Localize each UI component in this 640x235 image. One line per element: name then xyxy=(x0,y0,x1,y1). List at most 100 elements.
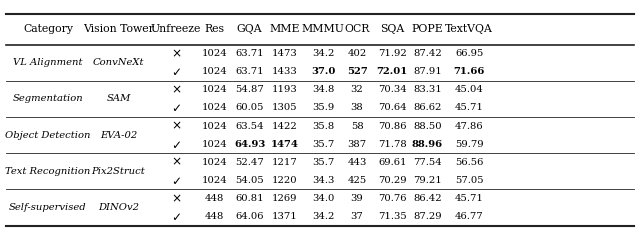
Text: $\times$: $\times$ xyxy=(171,47,181,60)
Text: 1371: 1371 xyxy=(272,212,298,221)
Text: 34.3: 34.3 xyxy=(312,176,334,185)
Text: 1024: 1024 xyxy=(202,103,227,113)
Text: 70.34: 70.34 xyxy=(378,85,406,94)
Text: 34.8: 34.8 xyxy=(312,85,334,94)
Text: 448: 448 xyxy=(205,212,224,221)
Text: 54.05: 54.05 xyxy=(236,176,264,185)
Text: 87.42: 87.42 xyxy=(413,49,442,58)
Text: 443: 443 xyxy=(348,158,367,167)
Text: 87.91: 87.91 xyxy=(413,67,442,76)
Text: 39: 39 xyxy=(351,194,364,203)
Text: 57.05: 57.05 xyxy=(455,176,483,185)
Text: DINOv2: DINOv2 xyxy=(98,203,139,212)
Text: ConvNeXt: ConvNeXt xyxy=(93,58,144,67)
Text: 66.95: 66.95 xyxy=(455,49,483,58)
Text: $\checkmark$: $\checkmark$ xyxy=(171,102,181,114)
Text: 35.9: 35.9 xyxy=(312,103,334,113)
Text: 1024: 1024 xyxy=(202,176,227,185)
Text: 1024: 1024 xyxy=(202,85,227,94)
Text: 1024: 1024 xyxy=(202,67,227,76)
Text: 35.7: 35.7 xyxy=(312,158,334,167)
Text: 72.01: 72.01 xyxy=(377,67,408,76)
Text: 45.71: 45.71 xyxy=(454,103,484,113)
Text: 64.93: 64.93 xyxy=(234,140,266,149)
Text: 45.04: 45.04 xyxy=(454,85,484,94)
Text: 58: 58 xyxy=(351,121,364,131)
Text: 527: 527 xyxy=(347,67,367,76)
Text: 1305: 1305 xyxy=(272,103,298,113)
Text: MMMU: MMMU xyxy=(302,24,344,34)
Text: 1024: 1024 xyxy=(202,140,227,149)
Text: 59.79: 59.79 xyxy=(455,140,483,149)
Text: Object Detection: Object Detection xyxy=(5,131,91,140)
Text: Vision Tower: Vision Tower xyxy=(83,24,154,34)
Text: OCR: OCR xyxy=(344,24,370,34)
Text: 60.81: 60.81 xyxy=(236,194,264,203)
Text: 70.64: 70.64 xyxy=(378,103,406,113)
Text: 71.92: 71.92 xyxy=(378,49,406,58)
Text: 448: 448 xyxy=(205,194,224,203)
Text: 35.7: 35.7 xyxy=(312,140,334,149)
Text: 63.71: 63.71 xyxy=(236,67,264,76)
Text: 1220: 1220 xyxy=(272,176,298,185)
Text: 88.50: 88.50 xyxy=(413,121,442,131)
Text: 1433: 1433 xyxy=(272,67,298,76)
Text: 79.21: 79.21 xyxy=(413,176,442,185)
Text: 54.87: 54.87 xyxy=(236,85,264,94)
Text: 52.47: 52.47 xyxy=(236,158,264,167)
Text: EVA-02: EVA-02 xyxy=(100,131,137,140)
Text: Category: Category xyxy=(23,24,73,34)
Text: $\times$: $\times$ xyxy=(171,192,181,205)
Text: 402: 402 xyxy=(348,49,367,58)
Text: 32: 32 xyxy=(351,85,364,94)
Text: 88.96: 88.96 xyxy=(412,140,443,149)
Text: 1024: 1024 xyxy=(202,121,227,131)
Text: MME: MME xyxy=(269,24,300,34)
Text: 63.54: 63.54 xyxy=(236,121,264,131)
Text: TextVQA: TextVQA xyxy=(445,24,493,34)
Text: Self-supervised: Self-supervised xyxy=(9,203,87,212)
Text: 387: 387 xyxy=(348,140,367,149)
Text: 71.35: 71.35 xyxy=(378,212,406,221)
Text: $\times$: $\times$ xyxy=(171,156,181,169)
Text: 46.77: 46.77 xyxy=(455,212,483,221)
Text: SAM: SAM xyxy=(106,94,131,103)
Text: 35.8: 35.8 xyxy=(312,121,334,131)
Text: 1024: 1024 xyxy=(202,49,227,58)
Text: 1473: 1473 xyxy=(272,49,298,58)
Text: 38: 38 xyxy=(351,103,364,113)
Text: 63.71: 63.71 xyxy=(236,49,264,58)
Text: 425: 425 xyxy=(348,176,367,185)
Text: VL Alignment: VL Alignment xyxy=(13,58,83,67)
Text: $\times$: $\times$ xyxy=(171,83,181,96)
Text: 37.0: 37.0 xyxy=(311,67,335,76)
Text: 70.86: 70.86 xyxy=(378,121,406,131)
Text: 34.2: 34.2 xyxy=(312,49,334,58)
Text: Text Recognition: Text Recognition xyxy=(5,167,91,176)
Text: 45.71: 45.71 xyxy=(454,194,484,203)
Text: Pix2Struct: Pix2Struct xyxy=(92,167,145,176)
Text: 71.78: 71.78 xyxy=(378,140,406,149)
Text: $\checkmark$: $\checkmark$ xyxy=(171,138,181,151)
Text: 86.42: 86.42 xyxy=(413,194,442,203)
Text: 1422: 1422 xyxy=(272,121,298,131)
Text: 71.66: 71.66 xyxy=(453,67,485,76)
Text: 34.2: 34.2 xyxy=(312,212,334,221)
Text: $\checkmark$: $\checkmark$ xyxy=(171,174,181,187)
Text: SQA: SQA xyxy=(380,24,404,34)
Text: 34.0: 34.0 xyxy=(312,194,334,203)
Text: $\times$: $\times$ xyxy=(171,120,181,133)
Text: POPE: POPE xyxy=(412,24,444,34)
Text: 60.05: 60.05 xyxy=(236,103,264,113)
Text: Segmentation: Segmentation xyxy=(13,94,83,103)
Text: 70.29: 70.29 xyxy=(378,176,406,185)
Text: $\checkmark$: $\checkmark$ xyxy=(171,65,181,78)
Text: 83.31: 83.31 xyxy=(413,85,442,94)
Text: 1217: 1217 xyxy=(272,158,298,167)
Text: 86.62: 86.62 xyxy=(413,103,442,113)
Text: Unfreeze: Unfreeze xyxy=(151,24,201,34)
Text: 69.61: 69.61 xyxy=(378,158,406,167)
Text: 1474: 1474 xyxy=(271,140,299,149)
Text: 77.54: 77.54 xyxy=(413,158,442,167)
Text: 1193: 1193 xyxy=(272,85,298,94)
